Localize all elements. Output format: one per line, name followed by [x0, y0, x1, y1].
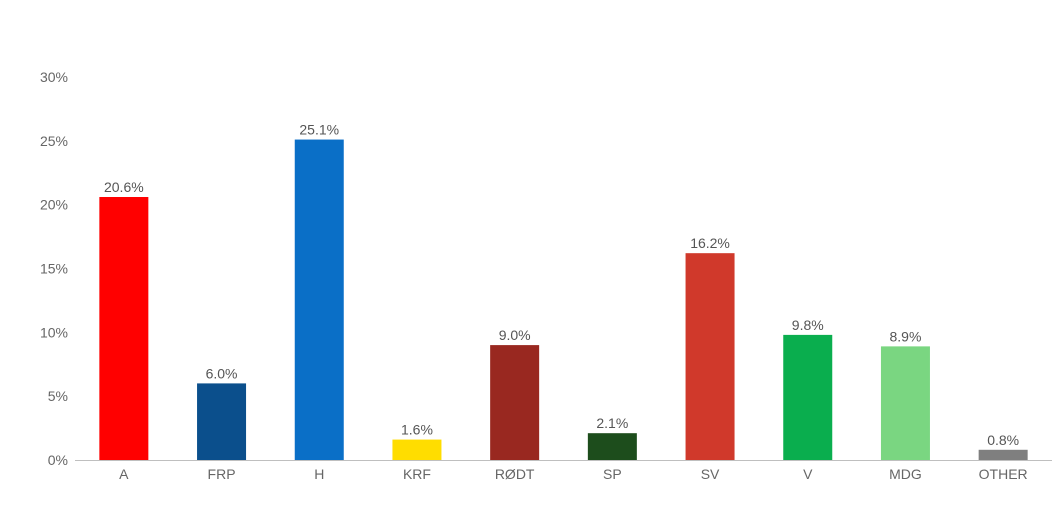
- data-label: 16.2%: [690, 235, 730, 251]
- data-label: 9.0%: [499, 327, 531, 343]
- data-label: 8.9%: [889, 328, 921, 344]
- y-tick-label: 30%: [40, 69, 68, 85]
- y-tick-label: 5%: [48, 388, 68, 404]
- bar-sp: [587, 433, 637, 460]
- x-tick-label: MDG: [889, 466, 922, 482]
- data-labels: 20.6% 6.0% 25.1% 1.6% 9.0% 2.1% 16.2% 9.8% 8.9% 0…: [104, 122, 1019, 448]
- y-tick-label: 0%: [48, 452, 68, 468]
- bar-a: [99, 197, 149, 461]
- y-tick-label: 25%: [40, 133, 68, 149]
- x-tick-label: H: [314, 466, 324, 482]
- bars: [99, 139, 1028, 461]
- data-label: 1.6%: [401, 422, 433, 438]
- y-tick-label: 15%: [40, 261, 68, 277]
- bar-other: [978, 449, 1028, 460]
- data-label: 0.8%: [987, 432, 1019, 448]
- x-axis: A FRP H KRF RØDT SP SV V MDG OTHER: [75, 460, 1052, 482]
- data-label: 9.8%: [792, 317, 824, 333]
- y-tick-label: 10%: [40, 324, 68, 340]
- x-tick-label: SP: [603, 466, 622, 482]
- data-label: 6.0%: [206, 365, 238, 381]
- y-axis: 0% 5% 10% 15% 20% 25% 30%: [40, 69, 68, 468]
- bar-mdg: [880, 346, 930, 460]
- bar-krf: [392, 439, 442, 460]
- bar-v: [783, 334, 833, 460]
- bar-frp: [197, 383, 247, 460]
- x-tick-label: FRP: [208, 466, 236, 482]
- x-tick-label: A: [119, 466, 129, 482]
- x-tick-label: SV: [701, 466, 720, 482]
- y-tick-label: 20%: [40, 197, 68, 213]
- x-tick-label: OTHER: [979, 466, 1028, 482]
- bar-h: [294, 139, 344, 460]
- data-label: 20.6%: [104, 179, 144, 195]
- x-tick-label: RØDT: [495, 466, 535, 482]
- x-tick-label: V: [803, 466, 813, 482]
- data-label: 2.1%: [596, 415, 628, 431]
- x-tick-label: KRF: [403, 466, 431, 482]
- bar-rødt: [490, 345, 540, 460]
- bar-sv: [685, 253, 735, 460]
- data-label: 25.1%: [299, 122, 339, 138]
